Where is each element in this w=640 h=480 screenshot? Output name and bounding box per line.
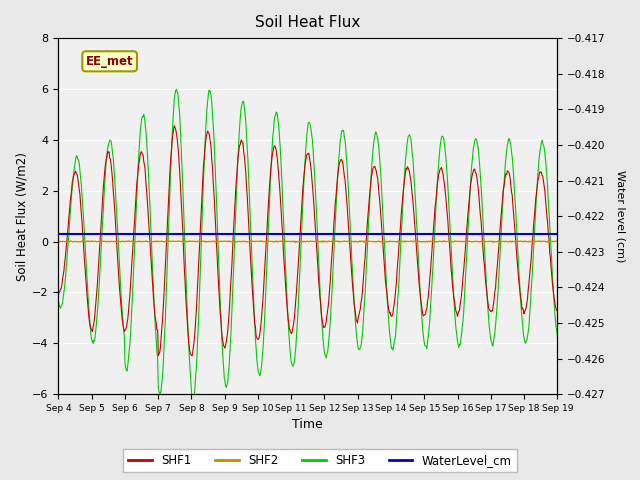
Y-axis label: Water level (cm): Water level (cm) (615, 170, 625, 262)
SHF1 (115, 274, 123, 279)
WaterLevel_cm (368, 231, 376, 237)
WaterLevel_cm (383, 231, 390, 237)
SHF2 (63, 239, 71, 245)
SHF3 (166, 201, 173, 206)
WaterLevel_cm (192, 231, 200, 237)
SHF1 (170, 123, 178, 129)
WaterLevel_cm (554, 231, 561, 237)
SHF2 (79, 238, 86, 244)
SHF3 (54, 299, 62, 304)
Text: EE_met: EE_met (86, 55, 134, 68)
SHF2 (116, 239, 124, 244)
SHF1 (369, 165, 377, 170)
SHF2 (54, 239, 62, 244)
SHF1 (193, 291, 201, 297)
Legend: SHF1, SHF2, SHF3, WaterLevel_cm: SHF1, SHF2, SHF3, WaterLevel_cm (124, 449, 516, 472)
SHF1 (54, 289, 62, 295)
SHF1 (154, 353, 162, 359)
WaterLevel_cm (54, 231, 62, 237)
WaterLevel_cm (166, 231, 173, 237)
SHF3 (193, 349, 201, 355)
SHF2 (369, 239, 377, 245)
SHF3 (384, 309, 392, 314)
SHF2 (319, 240, 326, 245)
SHF1 (166, 166, 174, 171)
SHF3 (189, 396, 197, 402)
Line: SHF1: SHF1 (58, 126, 557, 356)
SHF2 (554, 239, 561, 244)
Line: SHF2: SHF2 (58, 241, 557, 242)
SHF1 (63, 232, 71, 238)
SHF3 (554, 333, 561, 339)
Line: SHF3: SHF3 (58, 89, 557, 399)
SHF2 (193, 239, 200, 244)
SHF2 (166, 239, 174, 245)
WaterLevel_cm (63, 231, 71, 237)
SHF1 (384, 302, 392, 308)
SHF1 (554, 308, 561, 313)
SHF3 (173, 86, 180, 92)
SHF3 (63, 248, 71, 254)
SHF2 (384, 239, 392, 244)
SHF3 (115, 248, 123, 254)
SHF3 (369, 143, 377, 148)
X-axis label: Time: Time (292, 419, 323, 432)
WaterLevel_cm (115, 231, 123, 237)
Y-axis label: Soil Heat Flux (W/m2): Soil Heat Flux (W/m2) (15, 152, 28, 280)
Title: Soil Heat Flux: Soil Heat Flux (255, 15, 360, 30)
